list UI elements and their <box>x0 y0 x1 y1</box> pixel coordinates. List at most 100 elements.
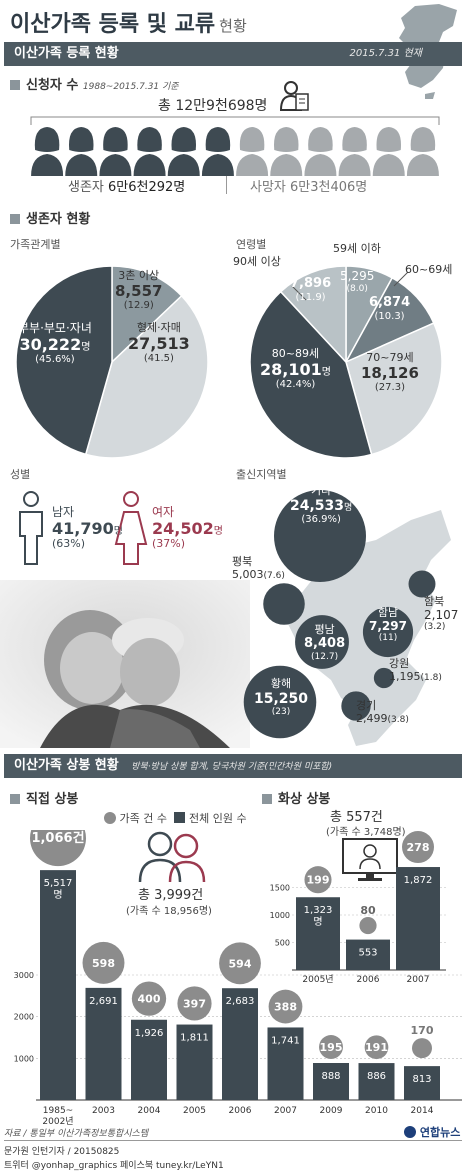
registration-bar-title: 이산가족 등록 현황 <box>14 46 119 61</box>
video-bar-value-label: 명 <box>313 916 322 928</box>
alive-person-icon <box>167 127 200 176</box>
region-label-hwanghae: 황해 15,250 (23) <box>254 677 309 717</box>
age-label-pct: (11.9) <box>295 291 326 303</box>
direct-heading: 직접 상봉 <box>10 788 78 807</box>
legend-cases: 가족 건 수 <box>119 812 167 825</box>
direct-case-circle <box>268 989 303 1024</box>
direct-bar-value-label: 2,683 <box>226 996 255 1007</box>
total-value: 12만9천698명 <box>175 98 268 114</box>
family-label-pct: (12.9) <box>123 299 154 311</box>
alive-person-icon <box>65 127 98 176</box>
video-case-label: 80 <box>360 904 376 917</box>
video-category-label: 2006 <box>357 975 380 985</box>
region-label-pyeongbuk: 평북 5,003(7.6) <box>232 555 285 581</box>
people-icons <box>31 127 439 176</box>
region-label-hamnam: 함남 7,297 (11) <box>369 606 407 644</box>
video-category-label: 2007 <box>407 975 430 985</box>
video-title: 화상 상봉 <box>278 792 331 807</box>
pie-charts <box>15 265 443 459</box>
region-name: 함남 <box>377 606 399 619</box>
female-pct: (37%) <box>152 537 186 551</box>
age-label-pct: (42.4%) <box>275 379 316 391</box>
age-label-unit: 명 <box>321 366 331 378</box>
region-name: 황해 <box>270 677 292 690</box>
age-label-90: 90세 이상 <box>233 255 281 269</box>
direct-case-label: 594 <box>229 957 252 970</box>
direct-category-label: 2002년 <box>42 1116 73 1127</box>
deceased-person-icon <box>304 127 337 176</box>
direct-case-label: 388 <box>274 1001 297 1014</box>
direct-case-circle <box>177 986 212 1021</box>
age-pie-slice-2 <box>345 322 443 456</box>
leader-line-60 <box>393 271 409 287</box>
logo-icon <box>404 1126 416 1138</box>
total-prefix: 총 <box>158 98 176 114</box>
direct-bar-value-label: 5,517 <box>44 878 73 889</box>
reunion-bar: 이산가족 상봉 현황 방북·방남 상봉 합계, 당국차원 기준(민간차원 미포함… <box>4 754 462 778</box>
applicants-heading: 신청자 수 1988~2015.7.31 기준 <box>10 74 179 93</box>
deceased-person-icon <box>236 127 269 176</box>
video-bar-value-label: 553 <box>358 948 377 959</box>
direct-bar-value-label: 명 <box>53 889 62 901</box>
direct-case-label: 195 <box>320 1041 343 1054</box>
direct-bar-value-label: 1,811 <box>180 1033 209 1044</box>
direct-bar-value-label: 1,741 <box>271 1035 300 1046</box>
direct-case-circle <box>412 1038 432 1059</box>
region-pct: (3.2) <box>424 622 446 633</box>
direct-ytick-label: 2000 <box>14 1013 34 1022</box>
region-bubble-3 <box>362 606 414 658</box>
direct-case-label: 397 <box>183 997 206 1010</box>
page-title: 이산가족 등록 및 교류 현황 <box>10 6 247 38</box>
family-label-value: 27,513 <box>128 333 190 353</box>
leader-line-90 <box>291 285 307 301</box>
region-value: 2,107 <box>424 607 459 622</box>
reunion-bar-title: 이산가족 상봉 현황 <box>14 758 119 773</box>
alive-person-icon <box>31 127 64 176</box>
region-value: 7,297 <box>369 618 407 633</box>
region-name: 경기 <box>356 699 377 712</box>
direct-case-circle <box>219 942 261 985</box>
family-label-value: 8,557 <box>115 281 163 300</box>
age-label-pct: (8.0) <box>346 283 368 294</box>
region-bubble-4 <box>295 615 349 669</box>
age-label-name: 59세 이하 <box>333 242 381 255</box>
age-label-90-values: 7,896 (11.9) <box>290 276 332 303</box>
region-pct: (23) <box>271 706 291 717</box>
age-label-value: 5,295 <box>340 269 375 283</box>
direct-bar <box>404 1066 440 1100</box>
dead-count: 사망자 6만3천406명 <box>250 176 367 195</box>
age-label-80: 80~89세 28,101명 (42.4%) <box>260 347 331 391</box>
age-label-name: 60~69세 <box>405 263 453 276</box>
age-label-59-values: 5,295 (8.0) <box>340 269 375 294</box>
alive-person-icon <box>201 127 234 176</box>
video-ytick-label: 500 <box>275 939 290 948</box>
direct-case-circle <box>131 981 167 1016</box>
age-pie-slice-3 <box>249 290 373 459</box>
direct-bar <box>267 1027 304 1100</box>
direct-case-label: 1,066건 <box>31 830 84 846</box>
bar-charts: 1000200030005,517명1985~2002년1,066건2,6912… <box>14 830 462 1127</box>
age-label-name: 90세 이상 <box>233 255 281 268</box>
alive-value: 6만6천292명 <box>108 180 186 195</box>
age-label-value: 7,896 <box>290 276 332 291</box>
region-pct: (1.8) <box>420 672 442 683</box>
video-case-label: 278 <box>407 841 430 854</box>
age-label-value: 6,874 <box>369 295 411 310</box>
gender-title: 성별 <box>10 468 31 481</box>
male-label: 남자 <box>52 505 75 519</box>
region-bubble-5 <box>373 667 395 689</box>
dead-value: 6만3천406명 <box>290 180 368 195</box>
legend-circle-icon <box>104 812 116 824</box>
age-label-name: 70~79세 <box>366 351 414 364</box>
deceased-person-icon <box>270 127 303 176</box>
region-value: 15,250 <box>254 690 309 707</box>
survivors-heading: 생존자 현황 <box>10 208 90 227</box>
video-case-circle <box>304 866 332 894</box>
video-bar <box>346 939 390 970</box>
region-name: 강원 <box>389 657 410 670</box>
applicants-bracket <box>30 116 440 125</box>
family-pie-slice-1 <box>84 294 209 459</box>
male-value: 41,790 <box>52 518 114 538</box>
people-row <box>30 124 440 178</box>
deceased-person-icon <box>338 127 371 176</box>
